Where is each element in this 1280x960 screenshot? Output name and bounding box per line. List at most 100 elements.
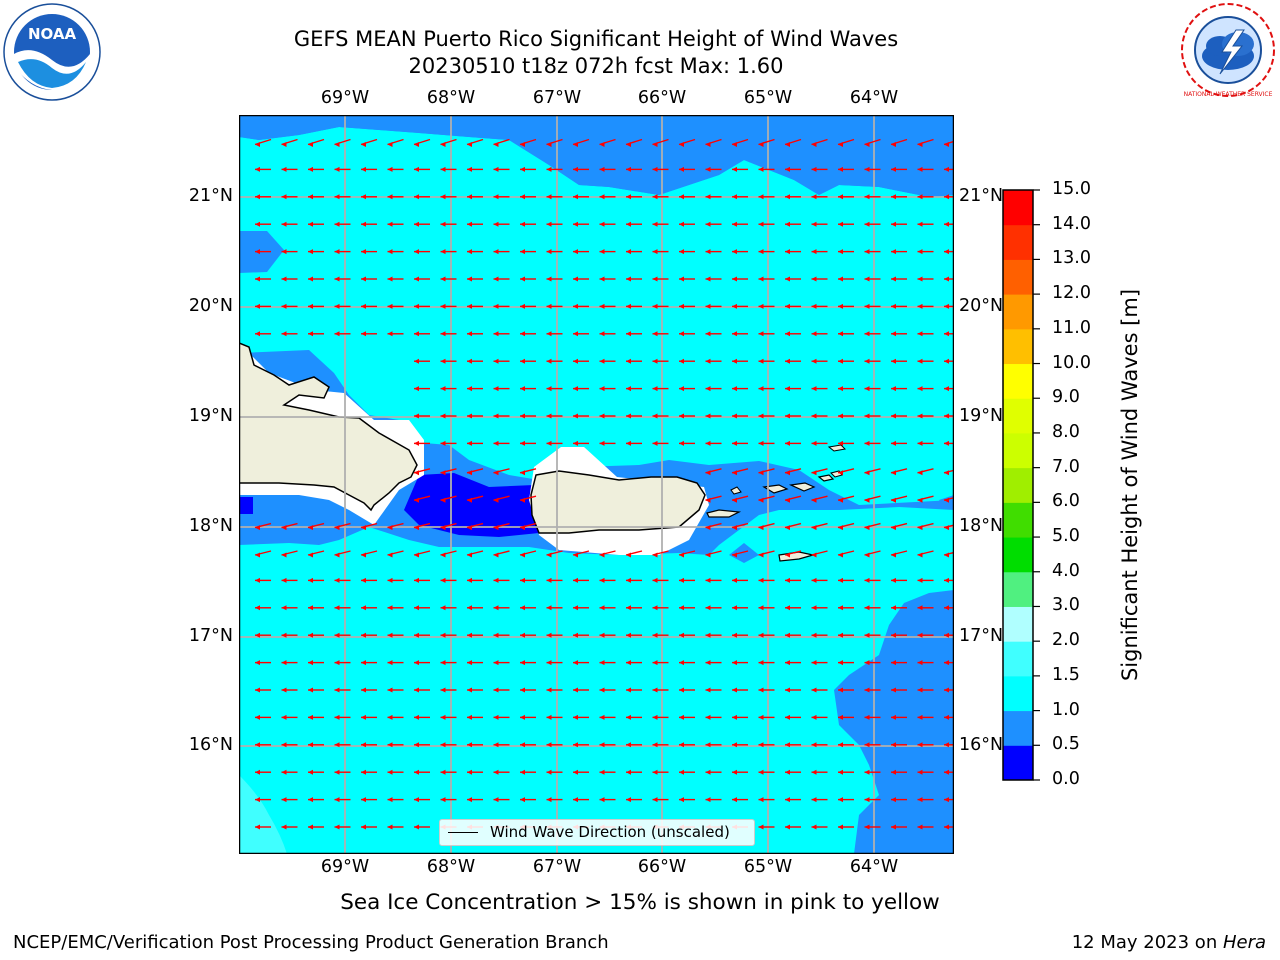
wave-arrow — [493, 742, 510, 748]
wave-arrow — [599, 769, 616, 775]
wave-arrow — [414, 249, 430, 255]
wave-arrow — [705, 194, 722, 200]
wave-arrow — [758, 522, 775, 531]
wave-arrow — [944, 221, 954, 227]
wave-arrow — [387, 331, 404, 337]
wave-arrow — [626, 166, 642, 172]
wave-arrow — [281, 824, 298, 830]
wave-arrow — [281, 797, 298, 803]
wave-arrow — [705, 468, 722, 476]
wave-arrow — [944, 687, 954, 693]
wave-arrow — [811, 714, 828, 720]
wave-arrow — [361, 660, 377, 666]
wave-arrow — [599, 331, 616, 337]
wave-arrow — [705, 138, 722, 147]
wave-arrow — [308, 824, 324, 830]
wave-arrow — [307, 138, 325, 147]
wave-arrow — [652, 742, 669, 748]
wave-arrow — [520, 797, 536, 803]
wave-arrow — [943, 469, 954, 476]
wave-arrow — [281, 577, 298, 583]
wave-arrow — [599, 440, 616, 446]
wave-height-map — [239, 115, 954, 854]
colorbar-tick-1: 0.5 — [1052, 734, 1080, 755]
wave-arrow — [307, 550, 325, 558]
colorbar-segment-11 — [1003, 363, 1033, 399]
legend-line-sample — [448, 832, 478, 833]
footer-left: NCEP/EMC/Verification Post Processing Pr… — [13, 932, 609, 953]
colorbar-tick-15: 13.0 — [1052, 248, 1091, 269]
wave-arrow — [811, 249, 828, 255]
lon-tick-bot-3: 66°W — [637, 857, 687, 877]
wave-arrow — [626, 714, 642, 720]
wave-arrow — [519, 522, 537, 531]
wave-arrow — [758, 331, 775, 337]
wave-arrow — [493, 687, 510, 693]
wave-arrow — [414, 632, 430, 638]
wave-arrow — [944, 303, 954, 309]
lat-tick-left-5: 16°N — [188, 735, 233, 755]
wave-arrow — [891, 303, 907, 309]
wave-arrow — [281, 714, 298, 720]
wave-arrow — [917, 138, 934, 147]
wave-arrow — [864, 440, 881, 446]
wave-arrow — [891, 824, 907, 830]
wave-arrow — [520, 221, 536, 227]
wave-arrow — [387, 714, 404, 720]
wave-arrow — [811, 797, 828, 803]
wave-arrow — [679, 194, 695, 200]
wave-arrow — [652, 276, 669, 282]
wave-arrow — [467, 166, 483, 172]
wave-arrow — [652, 221, 669, 227]
wave-arrow — [440, 358, 457, 364]
wave-arrow — [731, 138, 749, 147]
wave-arrow — [758, 468, 775, 476]
wave-arrow — [493, 605, 510, 611]
wave-arrow — [546, 358, 563, 364]
wave-arrow — [785, 386, 801, 392]
wave-arrow — [626, 221, 642, 227]
colorbar-tick-0: 0.0 — [1052, 769, 1080, 789]
wave-arrow — [334, 331, 351, 337]
wave-arrow — [891, 194, 907, 200]
wave-arrow — [838, 660, 854, 666]
wave-arrow — [467, 249, 483, 255]
wave-arrow — [599, 386, 616, 392]
wave-arrow — [467, 742, 483, 748]
wave-arrow — [493, 249, 510, 255]
wave-arrow — [308, 303, 324, 309]
wave-arrow — [255, 605, 271, 611]
wave-arrow — [520, 276, 536, 282]
wave-arrow — [308, 797, 324, 803]
lat-tick-left-1: 20°N — [188, 296, 233, 316]
wave-arrow — [440, 166, 457, 172]
wave-arrow — [890, 138, 908, 147]
wave-arrow — [467, 660, 483, 666]
wave-arrow — [466, 468, 484, 476]
wave-arrow — [732, 249, 748, 255]
wave-arrow — [281, 522, 298, 531]
wave-arrow — [440, 769, 457, 775]
wave-arrow — [520, 358, 536, 364]
wave-arrow — [785, 797, 801, 803]
colorbar-tick-8: 6.0 — [1052, 491, 1080, 512]
wave-arrow — [626, 194, 642, 200]
wave-arrow — [679, 413, 695, 419]
wave-arrow — [679, 249, 695, 255]
wave-arrow — [546, 303, 563, 309]
wave-arrow — [838, 714, 854, 720]
wave-arrow — [944, 249, 954, 255]
wave-arrow — [891, 605, 907, 611]
wave-arrow — [943, 496, 954, 503]
wave-arrow — [785, 632, 801, 638]
wave-arrow — [731, 495, 749, 503]
wave-arrow — [520, 577, 536, 583]
wave-arrow — [546, 660, 563, 666]
wave-arrow — [440, 331, 457, 337]
wave-arrow — [811, 769, 828, 775]
wave-arrow — [811, 632, 828, 638]
lat-tick-left-3: 18°N — [188, 516, 233, 536]
wave-arrow — [837, 138, 855, 147]
wave-arrow — [413, 138, 431, 147]
wave-arrow — [891, 440, 907, 446]
